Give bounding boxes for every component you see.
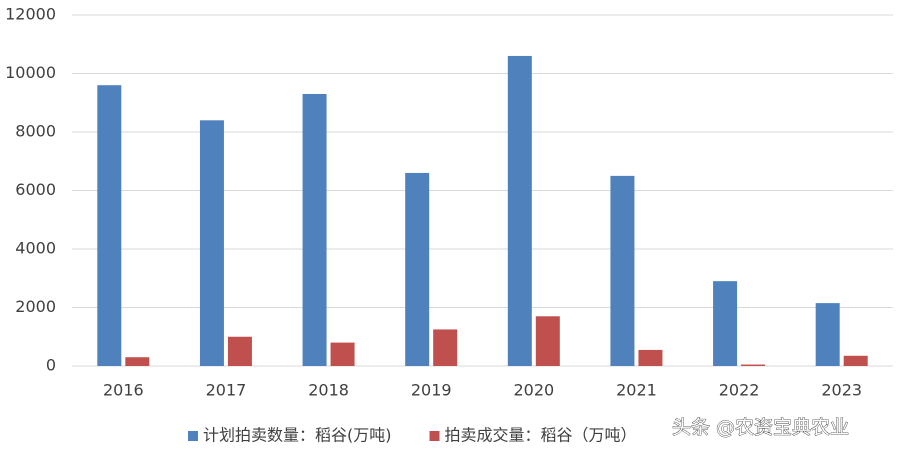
bar (713, 281, 738, 366)
bar (433, 329, 458, 366)
bar (302, 93, 327, 366)
y-tick-label: 10000 (5, 63, 56, 82)
legend-swatch (188, 431, 198, 441)
x-tick-label: 2023 (821, 381, 862, 400)
y-tick-label: 4000 (15, 239, 56, 258)
x-tick-label: 2017 (206, 381, 247, 400)
x-tick-label: 2018 (308, 381, 349, 400)
x-tick-label: 2020 (513, 381, 554, 400)
y-tick-label: 2000 (15, 297, 56, 316)
legend-label: 计划拍卖数量：稻谷(万吨) (203, 426, 392, 445)
bar (610, 175, 635, 366)
legend-label: 拍卖成交量：稻谷（万吨） (445, 426, 637, 445)
bar (405, 172, 430, 366)
x-tick-label: 2021 (616, 381, 657, 400)
x-tick-label: 2019 (411, 381, 452, 400)
x-tick-label: 2022 (719, 381, 760, 400)
y-tick-label: 6000 (15, 180, 56, 199)
bar (535, 316, 560, 366)
bar (843, 355, 868, 366)
bar (638, 349, 663, 366)
bar (97, 85, 122, 366)
y-tick-label: 0 (46, 356, 56, 375)
bar (125, 357, 150, 366)
bar (330, 342, 355, 366)
bar (815, 303, 840, 366)
bar (227, 336, 252, 366)
y-tick-label: 12000 (5, 5, 56, 24)
bar (741, 364, 766, 366)
bar (199, 120, 224, 366)
y-tick-label: 8000 (15, 122, 56, 141)
legend-swatch (429, 431, 440, 441)
bar (507, 55, 532, 366)
x-tick-label: 2016 (103, 381, 144, 400)
watermark: 头条 @农资宝典农业 (672, 417, 849, 439)
